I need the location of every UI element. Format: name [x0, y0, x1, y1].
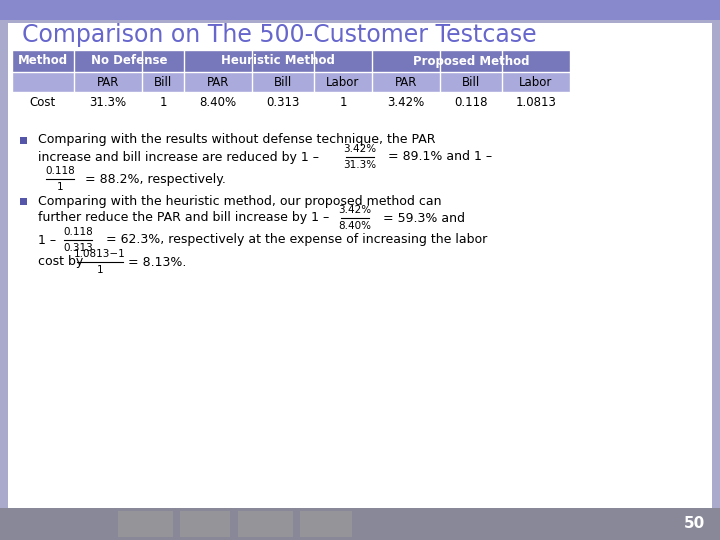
Text: 1.0813: 1.0813 — [516, 97, 557, 110]
Text: cost by: cost by — [38, 255, 84, 268]
Text: 1: 1 — [339, 97, 347, 110]
Text: = 59.3% and: = 59.3% and — [383, 212, 465, 225]
Text: Labor: Labor — [326, 76, 360, 89]
Text: Proposed Method: Proposed Method — [413, 55, 529, 68]
Text: Method: Method — [18, 55, 68, 68]
FancyBboxPatch shape — [238, 511, 293, 537]
Text: PAR: PAR — [207, 76, 229, 89]
FancyBboxPatch shape — [300, 511, 352, 537]
Text: 1: 1 — [57, 182, 63, 192]
FancyBboxPatch shape — [12, 72, 570, 92]
Text: Comparing with the results without defense technique, the PAR: Comparing with the results without defen… — [38, 133, 436, 146]
Text: 1.0813−1: 1.0813−1 — [74, 249, 126, 259]
FancyBboxPatch shape — [0, 0, 720, 20]
FancyBboxPatch shape — [12, 50, 570, 72]
Text: Cost: Cost — [30, 97, 56, 110]
Text: 1: 1 — [96, 265, 103, 275]
Text: = 89.1% and 1 –: = 89.1% and 1 – — [388, 151, 492, 164]
Text: PAR: PAR — [395, 76, 417, 89]
Text: PAR: PAR — [96, 76, 120, 89]
Text: 1: 1 — [159, 97, 167, 110]
Text: 31.3%: 31.3% — [343, 160, 377, 170]
Text: 3.42%: 3.42% — [338, 205, 372, 215]
Text: = 8.13%.: = 8.13%. — [128, 255, 186, 268]
FancyBboxPatch shape — [20, 137, 27, 144]
FancyBboxPatch shape — [12, 92, 570, 114]
Text: 0.313: 0.313 — [63, 243, 93, 253]
Text: 1 –: 1 – — [38, 233, 56, 246]
Text: = 88.2%, respectively.: = 88.2%, respectively. — [85, 172, 226, 186]
Text: 3.42%: 3.42% — [387, 97, 425, 110]
FancyBboxPatch shape — [118, 511, 173, 537]
Text: 8.40%: 8.40% — [199, 97, 237, 110]
Text: Comparing with the heuristic method, our proposed method can: Comparing with the heuristic method, our… — [38, 194, 441, 207]
FancyBboxPatch shape — [8, 23, 712, 508]
Text: 8.40%: 8.40% — [338, 221, 372, 231]
Text: Comparison on The 500-Customer Testcase: Comparison on The 500-Customer Testcase — [22, 23, 536, 47]
Text: Bill: Bill — [154, 76, 172, 89]
FancyBboxPatch shape — [20, 198, 27, 205]
Text: Bill: Bill — [462, 76, 480, 89]
Text: = 62.3%, respectively at the expense of increasing the labor: = 62.3%, respectively at the expense of … — [106, 233, 487, 246]
Text: further reduce the PAR and bill increase by 1 –: further reduce the PAR and bill increase… — [38, 212, 329, 225]
Text: 0.118: 0.118 — [63, 227, 93, 237]
Text: Bill: Bill — [274, 76, 292, 89]
Text: increase and bill increase are reduced by 1 –: increase and bill increase are reduced b… — [38, 151, 319, 164]
Text: No Defense: No Defense — [91, 55, 167, 68]
Text: 50: 50 — [684, 516, 705, 531]
Text: 3.42%: 3.42% — [343, 144, 377, 154]
Text: Labor: Labor — [519, 76, 553, 89]
Text: 0.313: 0.313 — [266, 97, 300, 110]
FancyBboxPatch shape — [180, 511, 230, 537]
Text: Heuristic Method: Heuristic Method — [221, 55, 335, 68]
Text: 0.118: 0.118 — [45, 166, 75, 176]
Text: 0.118: 0.118 — [454, 97, 487, 110]
Text: 31.3%: 31.3% — [89, 97, 127, 110]
FancyBboxPatch shape — [0, 508, 720, 540]
